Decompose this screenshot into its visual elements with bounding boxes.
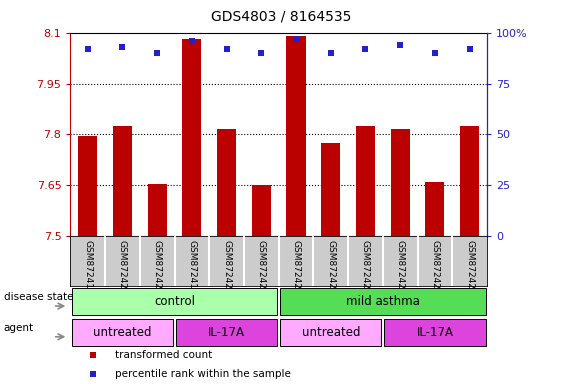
Text: GSM872423: GSM872423	[257, 240, 266, 295]
Text: mild asthma: mild asthma	[346, 295, 420, 308]
Bar	[72, 319, 173, 346]
Text: GSM872426: GSM872426	[327, 240, 335, 295]
Bar	[287, 36, 306, 236]
Text: disease state: disease state	[3, 292, 73, 302]
Text: GSM872422: GSM872422	[153, 240, 162, 295]
Text: GSM872421: GSM872421	[222, 240, 231, 295]
Bar	[182, 40, 202, 236]
Bar	[280, 319, 382, 346]
Text: GSM872420: GSM872420	[118, 240, 127, 295]
Bar	[391, 129, 410, 236]
Bar	[148, 184, 167, 236]
Text: GDS4803 / 8164535: GDS4803 / 8164535	[211, 10, 352, 23]
Text: untreated: untreated	[302, 326, 360, 339]
Text: GSM872419: GSM872419	[187, 240, 196, 295]
Bar	[72, 288, 278, 315]
Text: IL-17A: IL-17A	[208, 326, 245, 339]
Bar	[78, 136, 97, 236]
Text: IL-17A: IL-17A	[417, 326, 453, 339]
Text: agent: agent	[3, 323, 34, 333]
Text: GSM872424: GSM872424	[292, 240, 301, 295]
Text: percentile rank within the sample: percentile rank within the sample	[115, 369, 291, 379]
Bar	[113, 126, 132, 236]
Text: transformed count: transformed count	[115, 350, 212, 360]
Bar	[321, 143, 340, 236]
Text: untreated: untreated	[93, 326, 151, 339]
Text: GSM872428: GSM872428	[361, 240, 370, 295]
Bar	[252, 185, 271, 236]
Text: GSM872427: GSM872427	[431, 240, 439, 295]
Bar	[356, 126, 375, 236]
Bar	[426, 182, 444, 236]
Bar	[280, 288, 486, 315]
Text: GSM872425: GSM872425	[396, 240, 405, 295]
Text: GSM872418: GSM872418	[83, 240, 92, 295]
Bar	[384, 319, 486, 346]
Text: GSM872429: GSM872429	[465, 240, 474, 295]
Text: control: control	[154, 295, 195, 308]
Bar	[460, 126, 479, 236]
Bar	[176, 319, 278, 346]
Bar	[217, 129, 236, 236]
